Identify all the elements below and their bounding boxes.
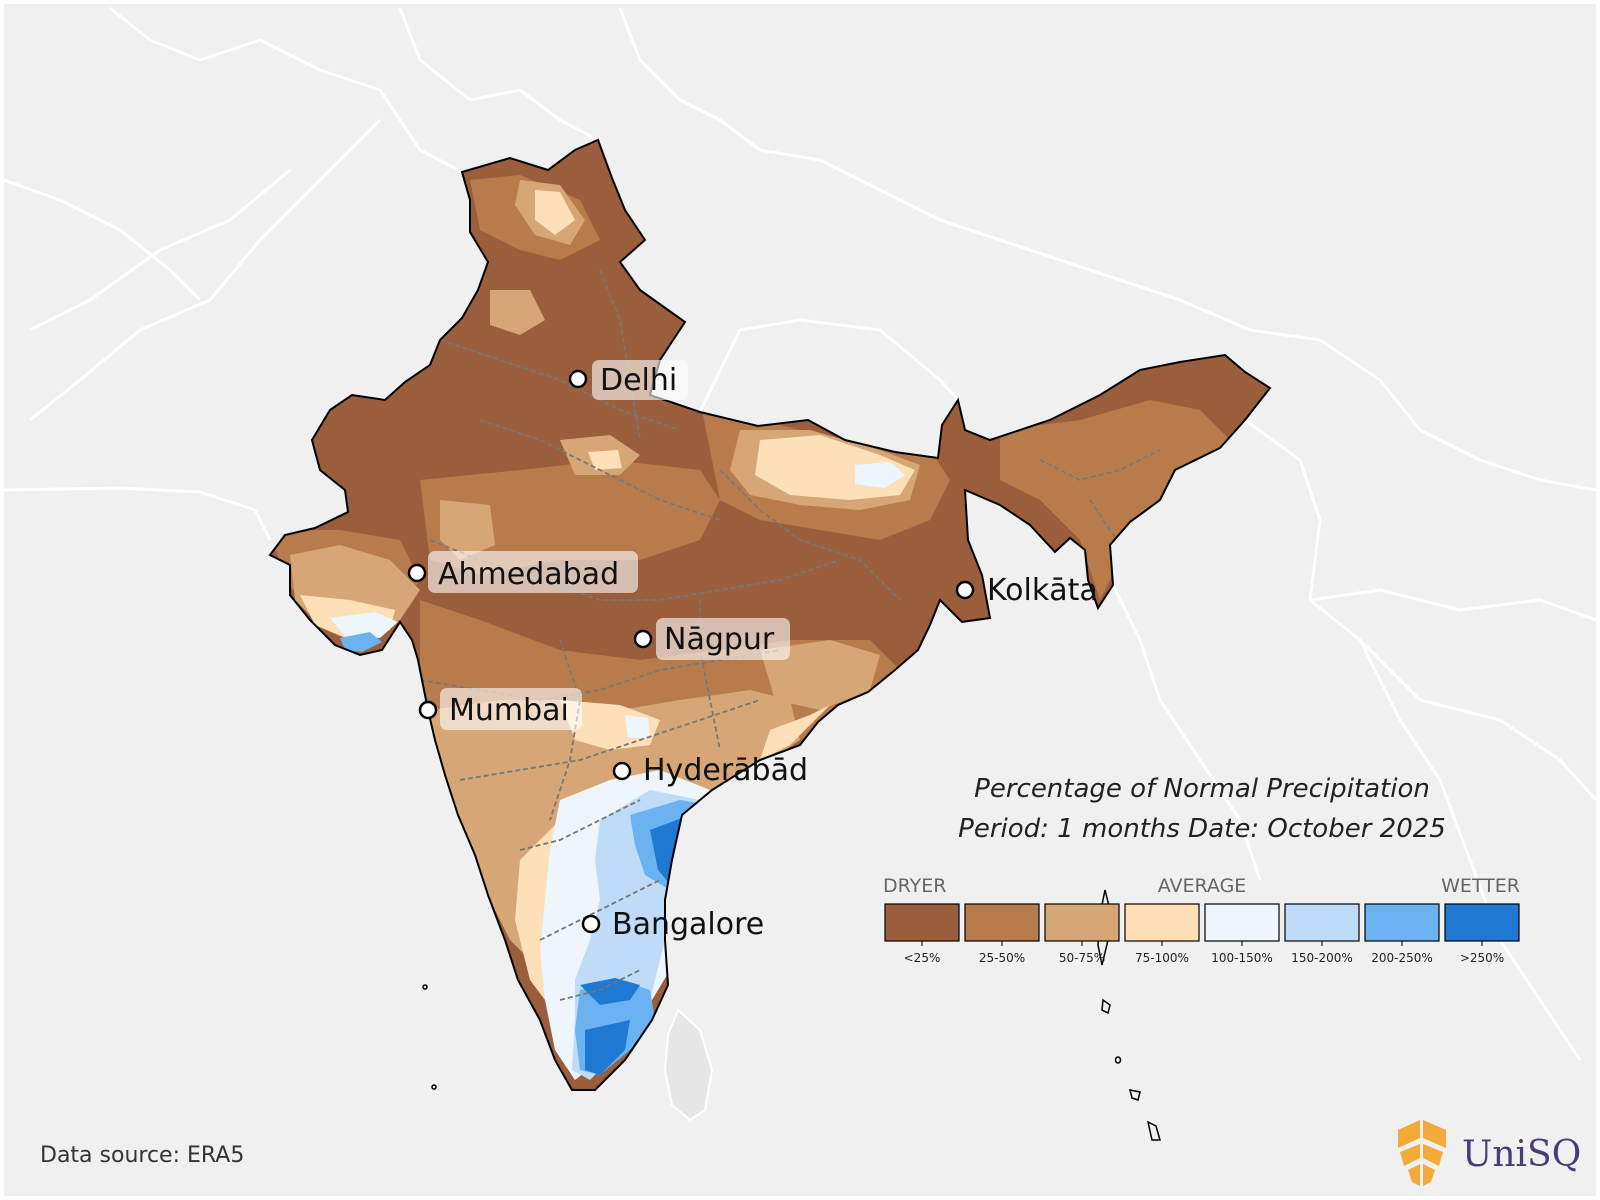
legend-dryer-label: DRYER — [883, 875, 946, 897]
legend-bins: <25% 25-50% 50-75% 75-100% 100-150% 150-200% 2… — [884, 903, 1520, 965]
nicobar-island-3 — [1128, 1089, 1141, 1101]
legend-bin-label: 50-75% — [1059, 951, 1105, 965]
city-label: Nāgpur — [664, 622, 775, 657]
legend-wetter-label: WETTER — [1441, 875, 1520, 897]
zone-100-150-bihar — [855, 462, 905, 488]
legend-swatch — [1284, 903, 1360, 942]
city-hyderabad: Hyderābād — [612, 753, 808, 788]
lakshadweep-island-1 — [422, 984, 428, 990]
zone-over-250-interior — [580, 978, 640, 1005]
city-label-bg — [440, 688, 582, 730]
city-mumbai: Mumbai — [418, 688, 582, 730]
city-label: Delhi — [600, 363, 677, 398]
zone-50-75-rajasthan — [490, 290, 545, 335]
unisq-wordmark: UniSQ — [1462, 1134, 1581, 1175]
zone-25-50-central — [420, 460, 720, 575]
legend-swatch — [1124, 903, 1200, 942]
city-dot — [418, 700, 438, 720]
zone-75-100-central-north — [588, 450, 622, 470]
data-source-text: Data source: ERA5 — [40, 1143, 244, 1168]
city-label-bg — [656, 618, 790, 660]
city-label-bg — [592, 360, 688, 400]
legend-average-label: AVERAGE — [1158, 875, 1247, 897]
city-label-bg — [428, 551, 638, 593]
map-title-line1: Percentage of Normal Precipitation — [974, 774, 1430, 804]
zone-50-75-mp — [440, 500, 495, 560]
legend-bin-label: <25% — [904, 951, 941, 965]
unisq-logo: UniSQ — [1398, 1120, 1581, 1186]
nicobar-island-4 — [1146, 1120, 1161, 1141]
city-dot — [407, 563, 427, 583]
city-label: Mumbai — [449, 693, 569, 728]
city-ahmedabad: Ahmedabad — [407, 551, 638, 593]
city-dot — [612, 761, 632, 781]
city-label: Hyderābād — [643, 753, 808, 788]
neighbor-borders — [4, 6, 1596, 1061]
lakshadweep-island-2 — [431, 1084, 437, 1090]
zone-75-100-himalaya — [535, 190, 575, 235]
zone-50-75-orissa — [760, 640, 880, 710]
legend-swatch — [884, 903, 960, 942]
zone-75-100-andhra-coast — [760, 705, 830, 760]
sri-lanka-landmass — [663, 1008, 714, 1122]
city-bangalore: Bangalore — [581, 907, 764, 942]
city-kolkata: Kolkāta — [955, 573, 1098, 608]
city-label: Kolkāta — [987, 573, 1098, 608]
zone-100-150-maharashtra — [625, 715, 650, 738]
map-canvas: Delhi Ahmedabad Kolkāta Nāgpur Mumbai Hy… — [4, 6, 1596, 1186]
legend-bin-label: 25-50% — [979, 951, 1025, 965]
color-legend: DRYER AVERAGE WETTER <25% 25-50% 50-75% 75-… — [883, 875, 1520, 965]
zone-100-150-gujarat — [330, 612, 398, 638]
city-dot — [955, 580, 975, 600]
zone-200-250-gujarat — [340, 632, 382, 652]
precipitation-map: Delhi Ahmedabad Kolkāta Nāgpur Mumbai Hy… — [4, 4, 1596, 1196]
legend-swatch — [964, 903, 1040, 942]
legend-swatch — [1364, 903, 1440, 942]
city-nagpur: Nāgpur — [633, 618, 790, 660]
legend-swatch — [1044, 903, 1120, 942]
legend-bin-label: >250% — [1460, 951, 1504, 965]
city-dot — [633, 629, 653, 649]
legend-bin-label: 100-150% — [1211, 951, 1273, 965]
legend-swatch — [1204, 903, 1280, 942]
nicobar-island-1 — [1101, 998, 1111, 1015]
city-delhi: Delhi — [568, 360, 688, 400]
nicobar-island-2 — [1114, 1056, 1122, 1064]
city-label: Bangalore — [612, 907, 764, 942]
legend-swatch — [1444, 903, 1520, 942]
legend-bin-label: 75-100% — [1135, 951, 1189, 965]
legend-bin-label: 200-250% — [1371, 951, 1433, 965]
legend-bin-label: 150-200% — [1291, 951, 1353, 965]
zone-over-250-south — [585, 1020, 630, 1075]
zone-25-50-northeast — [1000, 400, 1230, 600]
city-markers: Delhi Ahmedabad Kolkāta Nāgpur Mumbai Hy… — [407, 360, 1098, 942]
city-label: Ahmedabad — [438, 557, 619, 592]
city-dot — [568, 369, 588, 389]
city-dot — [581, 914, 601, 934]
map-title-line2: Period: 1 months Date: October 2025 — [958, 814, 1446, 844]
unisq-emblem-icon — [1398, 1120, 1446, 1186]
